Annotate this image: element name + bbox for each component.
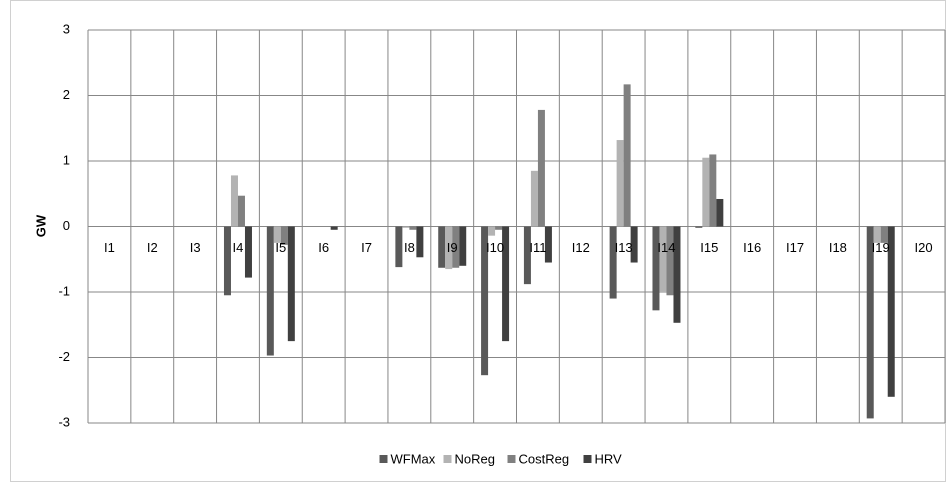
bar bbox=[716, 198, 724, 227]
bar bbox=[623, 84, 631, 227]
bar bbox=[452, 226, 460, 268]
x-tick-label: I15 bbox=[700, 240, 718, 255]
bar bbox=[544, 226, 552, 263]
x-tick-label: I20 bbox=[915, 240, 933, 255]
y-tick-label: 0 bbox=[63, 218, 70, 233]
bar bbox=[887, 226, 895, 397]
legend-swatch bbox=[507, 455, 516, 463]
bar bbox=[409, 226, 417, 230]
y-tick-label: 3 bbox=[63, 21, 70, 36]
bar bbox=[481, 226, 489, 376]
x-tick-label: I1 bbox=[104, 240, 115, 255]
bar bbox=[266, 226, 274, 356]
bar bbox=[880, 226, 888, 243]
legend-swatch bbox=[583, 455, 592, 463]
bar bbox=[659, 226, 667, 292]
bar bbox=[237, 195, 245, 227]
x-tick-label: I4 bbox=[233, 240, 244, 255]
bar bbox=[459, 226, 467, 266]
x-tick-label: I5 bbox=[275, 240, 286, 255]
y-tick-label: -2 bbox=[58, 349, 70, 364]
x-tick-label: I11 bbox=[529, 240, 546, 255]
bar bbox=[287, 226, 295, 342]
bar bbox=[666, 226, 674, 296]
bar bbox=[273, 226, 281, 243]
x-tick-label: I12 bbox=[572, 240, 590, 255]
bar bbox=[223, 226, 231, 296]
bar bbox=[673, 226, 681, 323]
bar bbox=[438, 226, 446, 268]
legend-label: NoReg bbox=[455, 451, 495, 466]
bar bbox=[523, 226, 531, 285]
y-axis-label: GW bbox=[33, 214, 48, 237]
y-tick-label: 1 bbox=[63, 152, 70, 167]
x-tick-label: I3 bbox=[190, 240, 201, 255]
x-tick-label: I16 bbox=[743, 240, 761, 255]
bar bbox=[395, 226, 403, 268]
x-tick-label: I14 bbox=[657, 240, 675, 255]
x-tick-label: I2 bbox=[147, 240, 158, 255]
bar bbox=[652, 226, 660, 311]
bar bbox=[416, 226, 424, 258]
bar bbox=[537, 109, 545, 227]
bar bbox=[488, 226, 496, 236]
bar bbox=[330, 226, 338, 230]
bar bbox=[402, 226, 410, 228]
x-tick-label: I9 bbox=[447, 240, 458, 255]
bar bbox=[280, 226, 288, 245]
x-tick-label: I18 bbox=[829, 240, 847, 255]
legend-label: WFMax bbox=[391, 451, 436, 466]
bar bbox=[445, 226, 453, 270]
legend-swatch bbox=[379, 455, 388, 463]
x-tick-label: I8 bbox=[404, 240, 415, 255]
x-tick-label: I17 bbox=[786, 240, 804, 255]
bar bbox=[609, 226, 617, 299]
chart-frame bbox=[10, 0, 946, 482]
bar bbox=[230, 175, 238, 227]
bar bbox=[866, 226, 874, 419]
bar bbox=[244, 226, 252, 278]
bar bbox=[530, 170, 538, 227]
x-tick-label: I6 bbox=[318, 240, 329, 255]
bar bbox=[502, 226, 510, 342]
bar bbox=[873, 226, 881, 243]
y-tick-label: 2 bbox=[63, 87, 70, 102]
y-tick-label: -1 bbox=[58, 283, 70, 298]
x-tick-label: I7 bbox=[361, 240, 372, 255]
legend-label: HRV bbox=[595, 451, 623, 466]
bar bbox=[616, 140, 624, 227]
x-tick-label: I13 bbox=[615, 240, 633, 255]
bar bbox=[702, 157, 710, 227]
x-tick-label: I19 bbox=[872, 240, 890, 255]
x-tick-label: I10 bbox=[486, 240, 504, 255]
bar bbox=[695, 226, 703, 228]
bar bbox=[495, 226, 503, 230]
bar bbox=[630, 226, 638, 263]
legend-swatch bbox=[443, 455, 452, 463]
y-tick-label: -3 bbox=[58, 414, 70, 429]
legend-label: CostReg bbox=[519, 451, 570, 466]
bar bbox=[709, 154, 717, 227]
